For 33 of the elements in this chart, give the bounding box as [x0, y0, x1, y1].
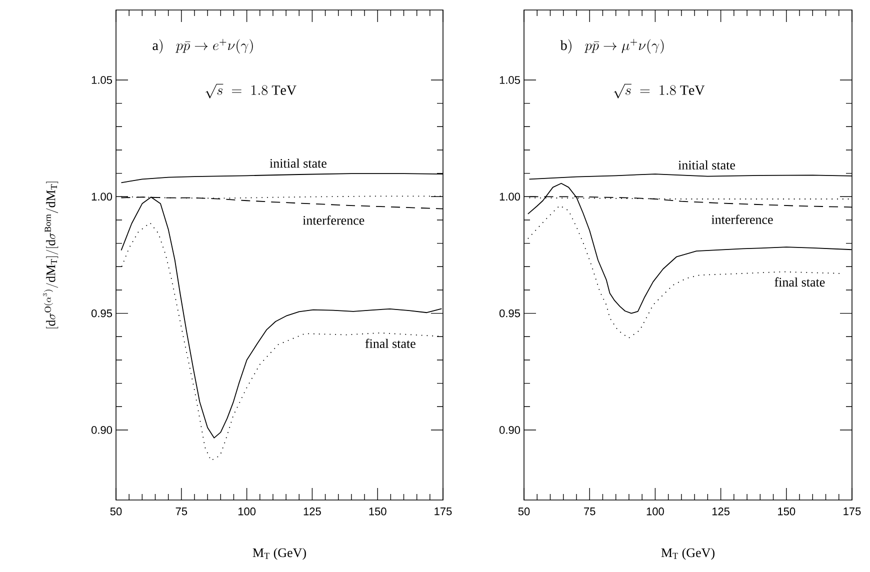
text: $\sqrt{s}\;=\;1.8\ \mathrm{TeV}$ [614, 84, 705, 98]
x-tick-label: 100 [646, 508, 664, 516]
y-tick-label: 1.05 [92, 76, 112, 84]
x-tick-label: 75 [584, 508, 596, 516]
x-tick-label: 75 [176, 508, 188, 516]
y-tick-label: 0.90 [91, 426, 112, 434]
series-label: initial state [678, 160, 736, 170]
x-tick-label: 175 [844, 508, 861, 516]
x-tick-label: 100 [238, 508, 256, 516]
y-tick-label: 0.95 [499, 309, 520, 318]
x-tick-label: 175 [434, 508, 452, 516]
text: $\mathrm{a)}\;\;\; p\bar{p}\rightarrow e^{+}\nu(\gamma)$ [152, 38, 253, 54]
series-label: interference [302, 216, 364, 225]
x-tick-label: 125 [304, 508, 321, 516]
text: $\mathrm{b)}\;\;\; p\bar{p}\rightarrow \mu^{+}\nu(\gamma)$ [560, 38, 664, 54]
y-tick-label: 0.95 [91, 309, 112, 318]
y-axis-title: $[\mathrm{d}\sigma^{\mathrm{O}(\alpha^3)}/\mathrm{dM_T}]/[\mathrm{d}\sigma^{\mathrm{Born}}/\mathrm{dM_T}]$ [42, 182, 58, 328]
x-tick-label: 50 [110, 508, 122, 516]
y-tick-label: 0.90 [499, 426, 520, 434]
x-tick-label: 50 [518, 508, 530, 516]
x-tick-label: 150 [778, 508, 796, 516]
legend-label: final state [774, 277, 825, 287]
legend-label: final state [365, 338, 416, 348]
x-axis-title: M$_{T}$ (GeV) [252, 548, 306, 560]
y-tick-label: 1.00 [92, 192, 112, 201]
text: $\sqrt{s}\;=\;1.8\ \mathrm{TeV}$ [206, 84, 296, 98]
x-tick-label: 125 [712, 508, 730, 516]
series-label: initial state [270, 158, 326, 168]
y-tick-label: 1.00 [500, 192, 520, 201]
y-tick-label: 1.05 [500, 76, 520, 84]
x-tick-label: 150 [369, 508, 386, 516]
series-label: interference [712, 214, 773, 224]
x-axis-title: M$_{T}$ (GeV) [661, 548, 714, 560]
